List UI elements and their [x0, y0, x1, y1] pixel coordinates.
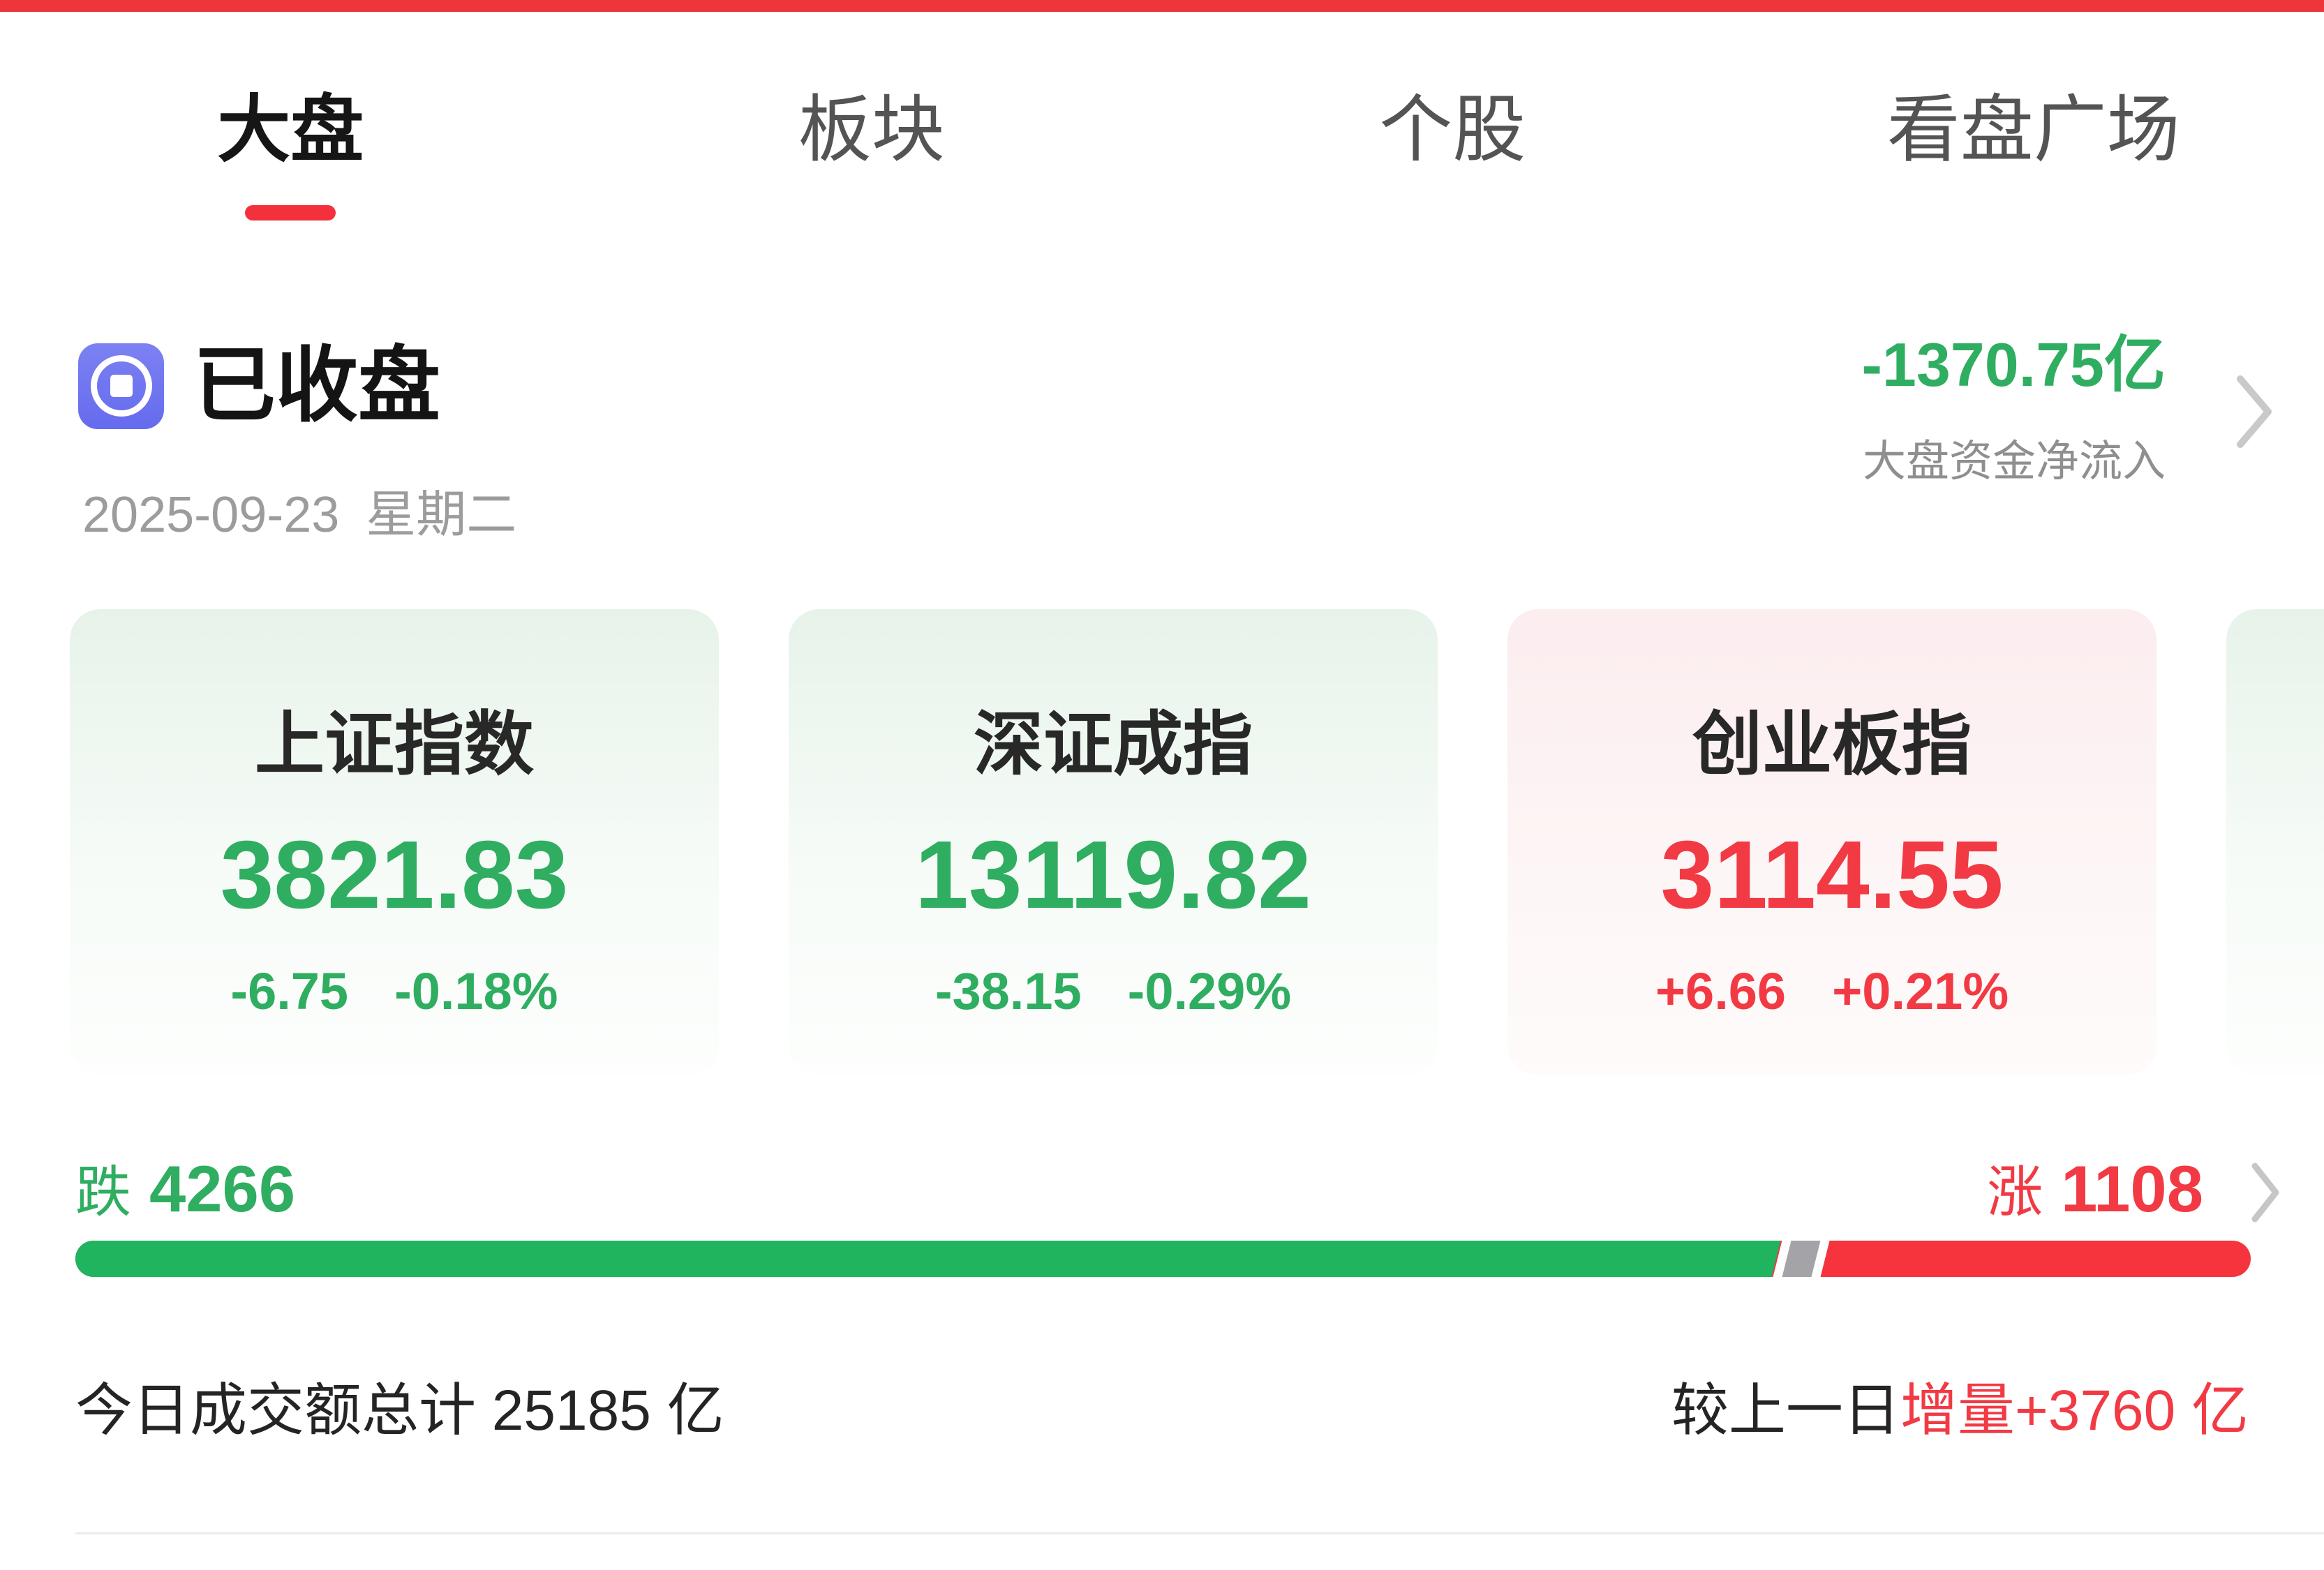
coin-ring: [90, 355, 152, 417]
turnover-today: 今日成交额总计 25185 亿: [75, 1379, 724, 1442]
tab-watch-plaza-label: 看盘广场: [1886, 89, 2180, 171]
breadth-bar-decline-segment: [75, 1241, 1781, 1277]
advancers-value: 1108: [2061, 1152, 2203, 1225]
index-card-chinext[interactable]: 创业板指 3114.55 +6.66 +0.21%: [1507, 609, 2157, 1075]
section-divider: [75, 1532, 2324, 1534]
decliners-value: 4266: [149, 1152, 296, 1225]
net-flow-value: -1370.75亿: [1861, 330, 2166, 399]
net-flow-label: 大盘资金净流入: [1862, 438, 2166, 486]
chevron-right-icon[interactable]: [2235, 373, 2274, 450]
index-change-pct: +0.21%: [1832, 962, 2009, 1020]
index-card-shenzhen[interactable]: 深证成指 13119.82 -38.15 -0.29%: [789, 609, 1438, 1075]
index-card-shanghai[interactable]: 上证指数 3821.83 -6.75 -0.18%: [70, 609, 719, 1075]
index-value: 13119.82: [915, 821, 1311, 929]
market-status-title: 已收盘: [193, 340, 441, 432]
turnover-compare: 较上一日增量+3760 亿: [1671, 1376, 2249, 1446]
date-value: 2025-09-23: [82, 487, 340, 543]
index-name: 深证成指: [974, 705, 1253, 784]
index-value: 3114.55: [1660, 821, 2004, 929]
tab-watch-plaza[interactable]: 看盘广场: [1887, 12, 2180, 220]
tab-bar: 大盘 板块 个股 看盘广场: [0, 12, 2324, 220]
index-name: 上证指数: [255, 705, 534, 784]
tab-stocks-label: 个股: [1379, 89, 1526, 171]
tab-market-label: 大盘: [217, 89, 364, 171]
tab-stocks[interactable]: 个股: [1379, 12, 1526, 220]
index-name: 创业板指: [1692, 705, 1972, 784]
index-cards: 上证指数 3821.83 -6.75 -0.18% 深证成指 13119.82 …: [70, 609, 2324, 1075]
chevron-right-icon[interactable]: [2250, 1161, 2281, 1224]
index-change: -6.75: [230, 962, 349, 1020]
index-card-partial[interactable]: [2226, 609, 2324, 1075]
decliners-label: 跌: [75, 1161, 131, 1223]
tab-market[interactable]: 大盘: [217, 12, 364, 220]
advancers-count: 涨 1108: [1987, 1150, 2203, 1232]
turnover-delta: 增量+3760 亿: [1900, 1379, 2249, 1442]
coin-core: [110, 375, 133, 397]
market-status: 已收盘: [78, 341, 440, 431]
index-change: +6.66: [1655, 962, 1787, 1020]
breadth-bar-divider: [1773, 1241, 1830, 1277]
advancers-label: 涨: [1987, 1161, 2043, 1223]
index-change-row: -6.75 -0.18%: [70, 964, 719, 1019]
active-tab-underline: [245, 205, 336, 220]
coin-icon: [78, 343, 164, 429]
tab-sectors[interactable]: 板块: [798, 12, 945, 220]
decliners-count: 跌 4266: [75, 1150, 295, 1232]
index-change: -38.15: [934, 962, 1082, 1020]
index-value: 3821.83: [220, 821, 569, 929]
trade-date: 2025-09-23 星期二: [82, 483, 516, 547]
index-change-pct: -0.29%: [1127, 962, 1292, 1020]
turnover-compare-label: 较上一日: [1671, 1379, 1900, 1442]
breadth-bar: [75, 1241, 2251, 1277]
top-red-statusbar: [0, 0, 2324, 12]
index-change-row: +6.66 +0.21%: [1507, 964, 2157, 1019]
index-change-row: -38.15 -0.29%: [789, 964, 1438, 1019]
tab-sectors-label: 板块: [798, 89, 945, 171]
weekday-label: 星期二: [366, 487, 517, 543]
index-change-pct: -0.18%: [394, 962, 558, 1020]
net-flow-block[interactable]: -1370.75亿 大盘资金净流入: [1862, 328, 2166, 491]
